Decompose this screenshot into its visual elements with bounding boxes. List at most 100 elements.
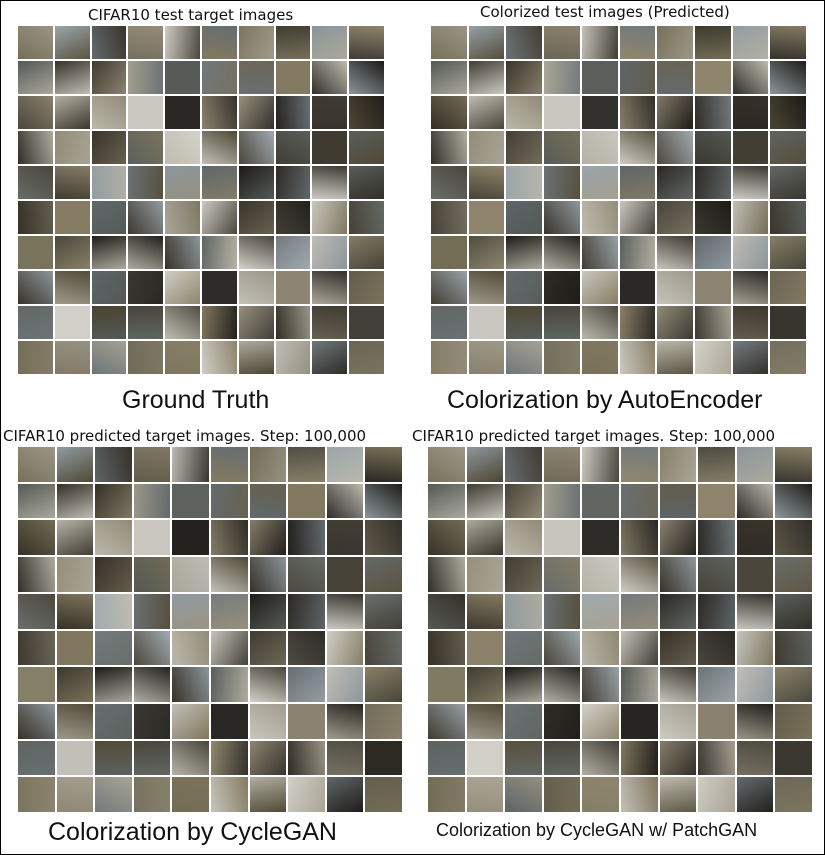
image-tile: [312, 96, 348, 129]
image-tile: [581, 271, 618, 304]
image-tile: [365, 667, 402, 702]
image-tile: [506, 26, 543, 59]
image-tile: [505, 447, 542, 482]
image-tile: [172, 740, 209, 776]
image-tile: [275, 341, 311, 374]
image-tile: [249, 630, 287, 666]
image-tile: [506, 61, 543, 94]
image-tile: [582, 483, 619, 519]
image-tile: [165, 306, 200, 339]
image-tile: [659, 740, 697, 776]
image-tile: [349, 306, 384, 339]
image-tile: [54, 236, 90, 269]
image-tile: [770, 271, 806, 304]
image-tile: [775, 557, 812, 592]
image-tile: [275, 166, 311, 199]
image-tile: [428, 557, 465, 592]
image-tile: [312, 61, 348, 94]
image-tile: [736, 483, 774, 519]
image-tile: [172, 447, 209, 482]
panel-title-cyclegan-patchgan: CIFAR10 predicted target images. Step: 1…: [412, 427, 776, 445]
image-tile: [165, 61, 200, 94]
image-tile: [91, 341, 127, 374]
image-tile: [326, 630, 364, 666]
panel-title-cyclegan: CIFAR10 predicted target images. Step: 1…: [3, 427, 367, 445]
image-tile: [657, 271, 693, 304]
image-tile: [694, 341, 731, 374]
image-tile: [505, 740, 542, 776]
image-tile: [620, 740, 658, 776]
image-tile: [312, 271, 348, 304]
image-tile: [582, 520, 619, 556]
image-tile: [620, 630, 658, 666]
image-tile: [56, 557, 94, 592]
image-tile: [620, 777, 658, 812]
image-tile: [736, 740, 774, 776]
image-tile: [619, 61, 656, 94]
image-tile: [54, 96, 90, 129]
image-tile: [431, 236, 467, 269]
image-tile: [543, 520, 581, 556]
image-tile: [736, 593, 774, 629]
image-tile: [133, 593, 171, 629]
image-tile: [91, 236, 127, 269]
image-tile: [201, 306, 237, 339]
image-tile: [620, 447, 658, 482]
image-tile: [18, 740, 55, 776]
image-tile: [466, 740, 504, 776]
image-tile: [428, 447, 465, 482]
image-tile: [505, 630, 542, 666]
image-tile: [249, 593, 287, 629]
image-tile: [736, 447, 774, 482]
image-tile: [349, 341, 384, 374]
image-tile: [619, 306, 656, 339]
image-tile: [288, 740, 325, 776]
image-tile: [133, 777, 171, 812]
image-tile: [18, 26, 53, 59]
image-tile: [326, 703, 364, 739]
image-tile: [249, 447, 287, 482]
image-tile: [18, 166, 53, 199]
image-tile: [619, 26, 656, 59]
image-tile: [326, 740, 364, 776]
image-tile: [775, 520, 812, 556]
image-tile: [210, 520, 248, 556]
image-tile: [543, 483, 581, 519]
image-tile: [582, 740, 619, 776]
image-tile: [619, 341, 656, 374]
image-tile: [128, 26, 164, 59]
image-tile: [165, 26, 200, 59]
image-tile: [210, 703, 248, 739]
image-tile: [468, 96, 505, 129]
image-tile: [431, 306, 467, 339]
image-tile: [657, 96, 693, 129]
image-grid-cyclegan-patchgan: [428, 447, 812, 812]
image-tile: [210, 483, 248, 519]
image-tile: [288, 520, 325, 556]
image-tile: [18, 341, 53, 374]
image-tile: [732, 236, 769, 269]
image-tile: [431, 166, 467, 199]
image-tile: [694, 271, 731, 304]
image-tile: [544, 131, 580, 164]
image-tile: [201, 96, 237, 129]
image-tile: [466, 447, 504, 482]
image-tile: [694, 61, 731, 94]
image-tile: [466, 667, 504, 702]
image-tile: [312, 236, 348, 269]
image-tile: [505, 777, 542, 812]
image-tile: [91, 96, 127, 129]
image-tile: [249, 740, 287, 776]
image-tile: [56, 777, 94, 812]
image-tile: [694, 96, 731, 129]
image-tile: [468, 306, 505, 339]
image-tile: [238, 26, 274, 59]
image-tile: [732, 61, 769, 94]
image-tile: [349, 131, 384, 164]
image-tile: [326, 777, 364, 812]
image-tile: [775, 593, 812, 629]
image-tile: [657, 131, 693, 164]
image-tile: [54, 306, 90, 339]
image-tile: [18, 201, 53, 234]
image-tile: [619, 201, 656, 234]
